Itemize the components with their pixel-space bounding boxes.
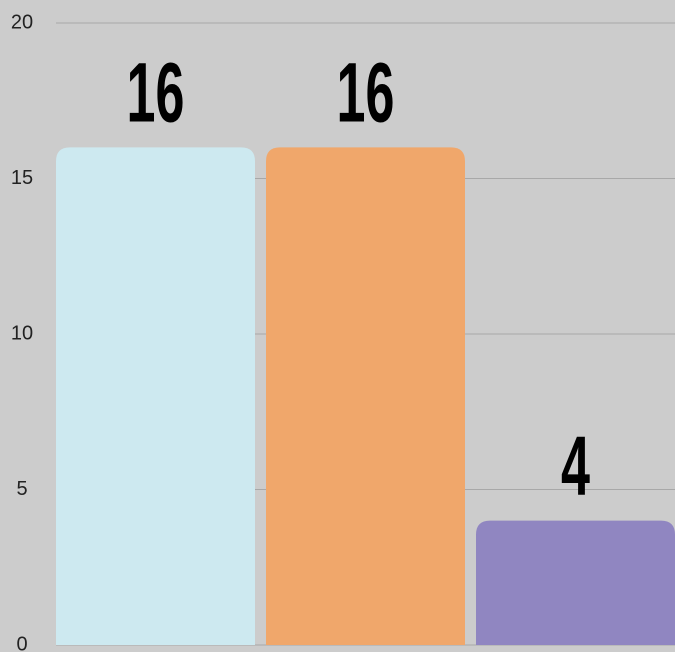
y-tick-label: 5 [16,478,27,500]
value-label: 16 [337,46,395,140]
bar [56,147,255,645]
value-label: 16 [127,46,185,140]
y-tick-label: 0 [16,633,27,652]
bar [476,520,675,645]
y-tick-label: 20 [11,11,33,33]
y-tick-label: 15 [11,167,33,189]
bar [266,147,465,645]
y-tick-label: 10 [11,322,33,344]
value-label: 4 [561,419,590,513]
